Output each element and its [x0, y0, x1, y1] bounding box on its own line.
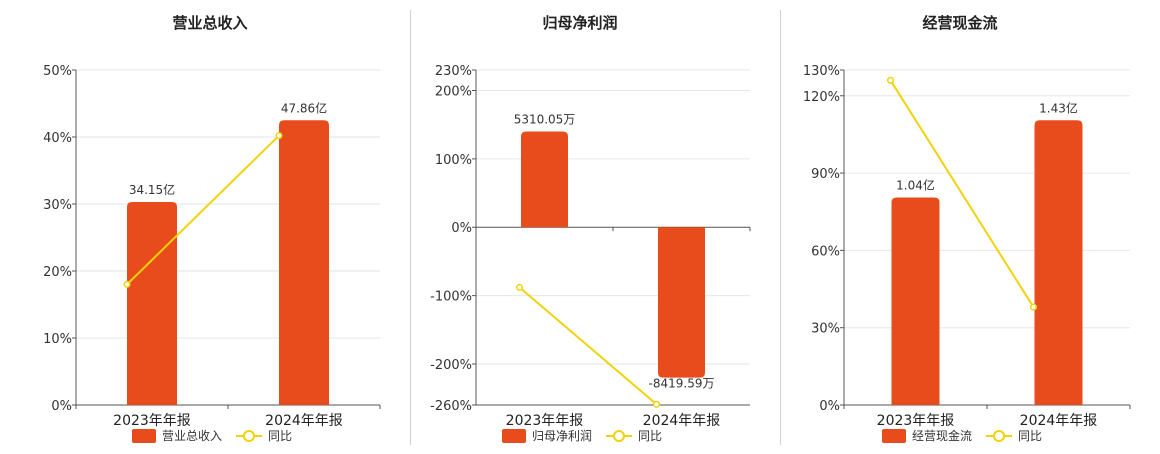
y-tick-label: 40% [43, 131, 72, 146]
legend-label: 经营现金流 [912, 428, 972, 443]
chart-svg: 经营现金流 0% 30% 60% 90% 120% 130% 1.04亿 1.43亿 2023年年… [803, 14, 1131, 443]
y-tick-label: 60% [811, 244, 840, 259]
legend-swatch-marker [993, 430, 1005, 442]
bar [658, 227, 705, 378]
chart-title: 营业总收入 [172, 14, 247, 32]
y-tick-label: 230% [435, 64, 472, 79]
legend-label: 归母净利润 [532, 429, 592, 443]
y-tick-label: 0% [451, 221, 472, 236]
chart-revenue: 营业总收入 0% 10% 20% 30% 40% 50% 34.15亿 47.86亿 2023年年… [0, 0, 410, 450]
legend-swatch-bar [882, 429, 906, 443]
bar [891, 197, 940, 405]
panel-divider [410, 10, 411, 445]
y-tick-label: 120% [803, 90, 840, 105]
legend-swatch-bar [132, 429, 156, 443]
y-tick-label: 30% [43, 198, 72, 213]
bar-data-label: -8419.59万 [649, 377, 715, 391]
bar-data-label: 5310.05万 [514, 113, 576, 127]
bar-data-label: 47.86亿 [281, 100, 327, 115]
y-tick-label: 10% [43, 332, 72, 347]
chart-cash-flow: 经营现金流 0% 30% 60% 90% 120% 130% 1.04亿 1.43亿 2023年年… [781, 0, 1160, 450]
x-tick-label: 2023年年报 [877, 413, 955, 429]
panel-divider [780, 10, 781, 445]
bar-data-label: 34.15亿 [129, 182, 175, 197]
legend-label: 同比 [638, 429, 662, 443]
line-series [518, 286, 658, 406]
x-tick-label: 2024年年报 [1020, 413, 1098, 429]
x-tick-label: 2023年年报 [113, 413, 191, 429]
x-tick-label: 2024年年报 [265, 413, 343, 429]
y-tick-label: 0% [51, 399, 72, 414]
y-tick-label: 130% [803, 64, 840, 79]
y-tick-label: 20% [43, 265, 72, 280]
line-series [889, 79, 1035, 308]
bar-data-label: 1.43亿 [1039, 100, 1078, 115]
bar [279, 120, 329, 405]
y-tick-label: 200% [435, 85, 472, 100]
line-point [123, 280, 131, 288]
y-tick-label: 30% [811, 322, 840, 337]
y-tick-label: -260% [430, 399, 472, 414]
bar-data-label: 1.04亿 [896, 178, 935, 193]
line-point [515, 283, 524, 291]
chart-title: 归母净利润 [542, 14, 617, 32]
y-tick-label: 100% [435, 153, 472, 168]
line-point [275, 132, 283, 140]
y-tick-label: -100% [430, 290, 472, 305]
legend-label: 同比 [1018, 429, 1042, 443]
line-point [886, 76, 895, 84]
chart-svg: 归母净利润 -260% -200% -100% 0% 100% 200% 230% 5310.0… [430, 14, 751, 443]
legend-swatch-bar [502, 429, 526, 443]
bar [1034, 120, 1083, 405]
x-tick-label: 2023年年报 [506, 413, 584, 429]
line-point [1029, 303, 1038, 311]
y-tick-label: 50% [43, 64, 72, 79]
x-tick-label: 2024年年报 [643, 413, 721, 429]
legend-swatch-marker [243, 430, 255, 442]
chart-net-profit: 归母净利润 -260% -200% -100% 0% 100% 200% 230% 5310.0… [411, 0, 780, 450]
line-point [652, 400, 661, 408]
chart-title: 经营现金流 [922, 14, 997, 32]
line-series [126, 134, 280, 286]
bar [521, 131, 568, 228]
chart-svg: 营业总收入 0% 10% 20% 30% 40% 50% 34.15亿 47.86亿 2023年年… [43, 14, 381, 443]
legend-swatch-marker [613, 430, 625, 442]
y-tick-label: 0% [819, 399, 840, 414]
y-tick-label: -200% [430, 358, 472, 373]
bar [127, 201, 177, 405]
legend-label: 同比 [268, 429, 292, 443]
legend-label: 营业总收入 [162, 429, 222, 443]
y-tick-label: 90% [811, 167, 840, 182]
